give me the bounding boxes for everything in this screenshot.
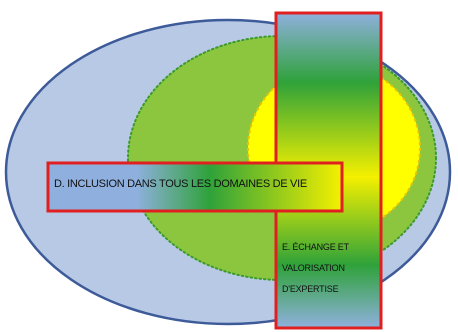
exchange-label: E. ÉCHANGE ET VALORISATION D'EXPERTISE bbox=[282, 237, 349, 300]
exchange-label-line: VALORISATION bbox=[282, 263, 345, 273]
inclusion-horizontal-box bbox=[46, 161, 344, 213]
inclusion-label: D. INCLUSION DANS TOUS LES DOMAINES DE V… bbox=[54, 178, 307, 190]
exchange-label-line: D'EXPERTISE bbox=[282, 284, 339, 294]
exchange-label-line: E. ÉCHANGE ET bbox=[282, 242, 349, 252]
